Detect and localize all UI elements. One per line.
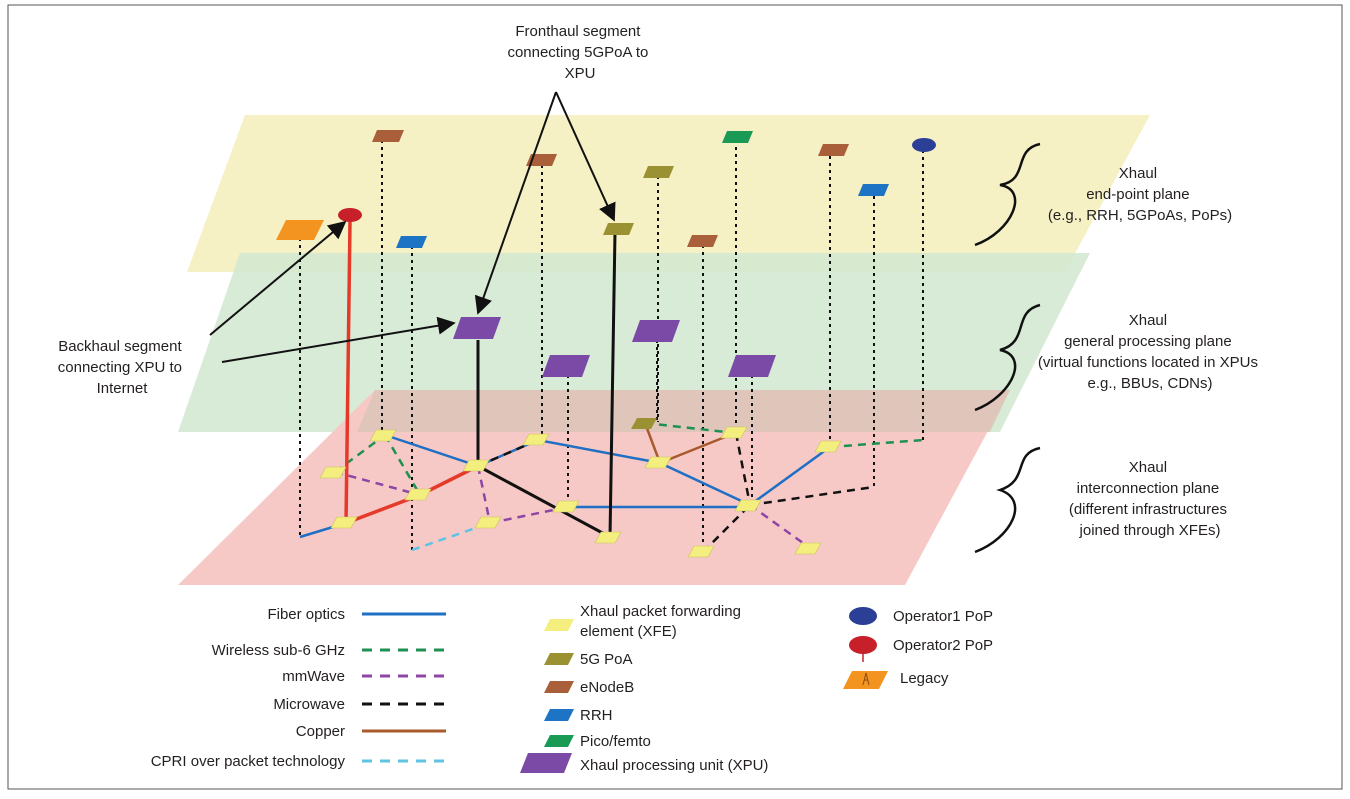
legend-xpu-label: Xhaul processing unit (XPU) [580,757,768,774]
legend-5gpoa-swatch [544,653,574,665]
legend-copper-label: Copper [296,723,345,740]
figure-border [7,4,1343,790]
legend-xpu-swatch [520,753,572,773]
legend-enodeb-label: eNodeB [580,679,634,696]
legend-mmwave-label: mmWave [282,668,345,685]
interconnection-plane-label: Xhaul interconnection plane (different i… [1069,459,1231,539]
legend-operator1-label: Operator1 PoP [893,608,993,625]
microwave-solid-links [476,231,617,539]
wireless-links [334,421,924,496]
legend-xfe-label: Xhaul packet forwarding element (XFE) [580,603,745,640]
endpoint-plane [187,115,1150,272]
legend-rrh-label: RRH [580,707,613,724]
xpu-nodes [453,317,776,377]
legacy-tower-icon [843,671,888,689]
5gpoa-node-lower [631,418,657,429]
legend-5gpoa-label: 5G PoA [580,651,633,668]
legend-operator1-icon [849,607,877,625]
fronthaul-annotation: Fronthaul segment connecting 5GPoA to XP… [507,23,652,82]
legend-picofemto-swatch [544,735,574,747]
legend-microwave-label: Microwave [273,696,345,713]
endpoint-nodes [276,130,936,248]
legend-enodeb-swatch [544,681,574,693]
legend-operator2-label: Operator2 PoP [893,637,993,654]
legend-rrh-swatch [544,709,574,721]
vertical-connectors [299,140,924,552]
processing-plane [178,253,1090,432]
plane-braces [974,142,1041,554]
endpoint-plane-label: Xhaul end-point plane (e.g., RRH, 5GPoAs… [1048,165,1232,224]
annotation-arrows [209,91,616,363]
xfe-nodes [319,426,842,558]
legend-fiber-label: Fiber optics [267,606,345,623]
legend-nodes: Xhaul packet forwarding element (XFE) 5G… [520,603,768,774]
legend-legacy-label: Legacy [900,670,949,687]
microwave-links [477,432,875,553]
legend-xfe-swatch [544,619,574,631]
processing-plane-label: Xhaul general processing plane (virtual … [1038,312,1262,392]
backhaul-annotation: Backhaul segment connecting XPU to Inter… [58,338,186,397]
legend-links: Fiber optics Wireless sub-6 GHz mmWave M… [151,606,446,770]
legend-operator2-icon [849,636,877,654]
legend-cpri-label: CPRI over packet technology [151,753,346,770]
legend-pops: Operator1 PoP Operator2 PoP Legacy [843,607,993,689]
legend-wireless-label: Wireless sub-6 GHz [212,642,345,659]
legend-picofemto-label: Pico/femto [580,733,651,750]
mmwave-links [334,465,811,550]
plane-overlap [357,390,1010,432]
